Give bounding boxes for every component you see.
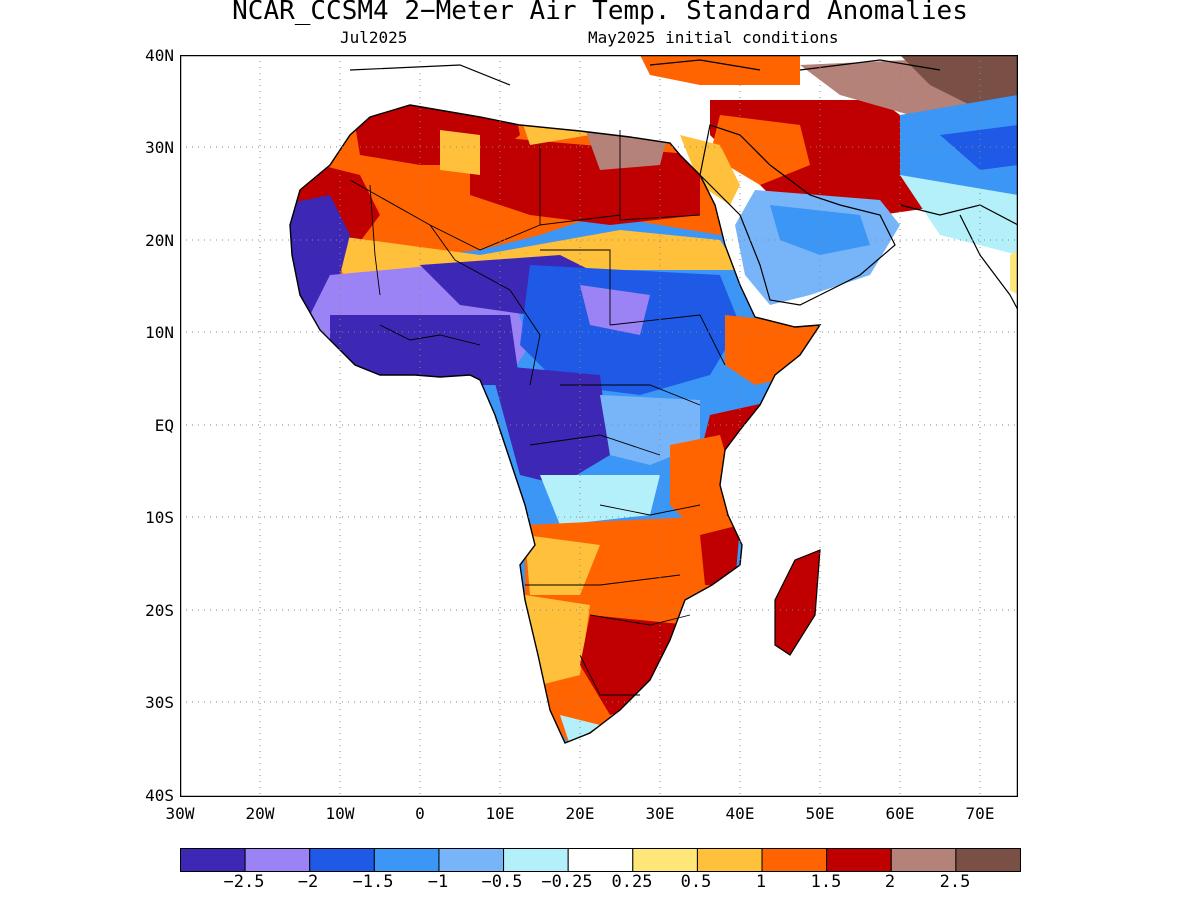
lat-label-40s: 40S (145, 786, 174, 805)
legend-swatch (955, 848, 1021, 872)
legend-label: 2 (884, 872, 896, 892)
map-title: NCAR_CCSM4 2−Meter Air Temp. Standard An… (232, 0, 968, 26)
lat-label-10n: 10N (145, 323, 174, 342)
map-frame (180, 55, 1018, 797)
europe-coastline (349, 59, 941, 86)
legend-label: −0.5 (481, 872, 523, 892)
legend-swatch (373, 848, 440, 872)
anomaly-patch-amber-egypt (680, 135, 740, 205)
anomaly-patch-cyan-angola (540, 475, 660, 525)
legend-label: 2.5 (939, 872, 971, 892)
lon-label-60e: 60E (885, 804, 915, 823)
lon-label-0: 0 (415, 804, 425, 823)
legend-swatch (632, 848, 698, 872)
anomaly-patch-orange-levant (710, 115, 810, 185)
anomaly-patch-cyan-cape (560, 715, 600, 743)
lat-label-20s: 20S (145, 601, 174, 620)
valid-month-label: Jul2025 (340, 28, 408, 47)
anomaly-patch-darkbrown (900, 55, 1018, 105)
lat-label-40n: 40N (145, 46, 174, 65)
anomaly-patch-amber-algeria (440, 130, 480, 175)
lon-label-20e: 20E (565, 804, 595, 823)
legend-swatch (826, 848, 892, 872)
asia-coastline (899, 204, 1018, 311)
lon-label-40e: 40E (725, 804, 755, 823)
legend-swatch (890, 848, 957, 872)
lon-label-50e: 50E (805, 804, 835, 823)
legend-label: 0.25 (611, 872, 653, 892)
anomaly-patch-yellow-india (1010, 250, 1018, 295)
legend-label: −2.5 (223, 872, 265, 892)
legend-label: −2 (297, 872, 319, 892)
lon-label-10w: 10W (325, 804, 355, 823)
legend-label: −1 (427, 872, 449, 892)
arabia-coastline (699, 124, 896, 306)
anomaly-patch-amber-namibia (525, 595, 590, 685)
lon-label-30e: 30E (645, 804, 675, 823)
legend-swatch (438, 848, 505, 872)
africa-coastline (289, 104, 822, 744)
lat-label-10s: 10S (145, 508, 174, 527)
legend-swatch (503, 848, 569, 872)
anomaly-patch-orange-tanzania (670, 435, 740, 535)
legend-label: −0.25 (541, 872, 593, 892)
gridlines (180, 55, 1018, 797)
legend-swatch (761, 848, 828, 872)
anomaly-patch-cyan-arabsea (900, 175, 1018, 255)
madagascar (774, 549, 821, 656)
color-legend (180, 848, 1021, 872)
lon-label-20w: 20W (245, 804, 275, 823)
anomaly-patch-red-mozambique (700, 525, 740, 585)
country-borders (349, 130, 726, 696)
anomaly-patch-indigo-westafrica (330, 315, 520, 385)
legend-label: −1.5 (352, 872, 394, 892)
legend-label: 1 (755, 872, 767, 892)
lon-label-10e: 10E (485, 804, 515, 823)
legend-swatch (309, 848, 375, 872)
legend-swatch (244, 848, 311, 872)
legend-swatch (696, 848, 763, 872)
legend-swatch (180, 848, 246, 872)
init-conditions-label: May2025 initial conditions (588, 28, 839, 47)
legend-label: 0.5 (680, 872, 712, 892)
lon-label-70e: 70E (965, 804, 995, 823)
lat-label-20n: 20N (145, 231, 174, 250)
anomaly-field (640, 55, 1018, 305)
anomaly-map (180, 55, 1018, 797)
lat-label-30n: 30N (145, 138, 174, 157)
lat-label-30s: 30S (145, 693, 174, 712)
anomaly-patch-amber-angola (525, 535, 600, 595)
lon-label-30w: 30W (165, 804, 195, 823)
legend-swatch (567, 848, 634, 872)
lat-label-eq: EQ (154, 416, 174, 435)
legend-label: 1.5 (810, 872, 842, 892)
anomaly-patch-indigo-congo (490, 365, 610, 485)
